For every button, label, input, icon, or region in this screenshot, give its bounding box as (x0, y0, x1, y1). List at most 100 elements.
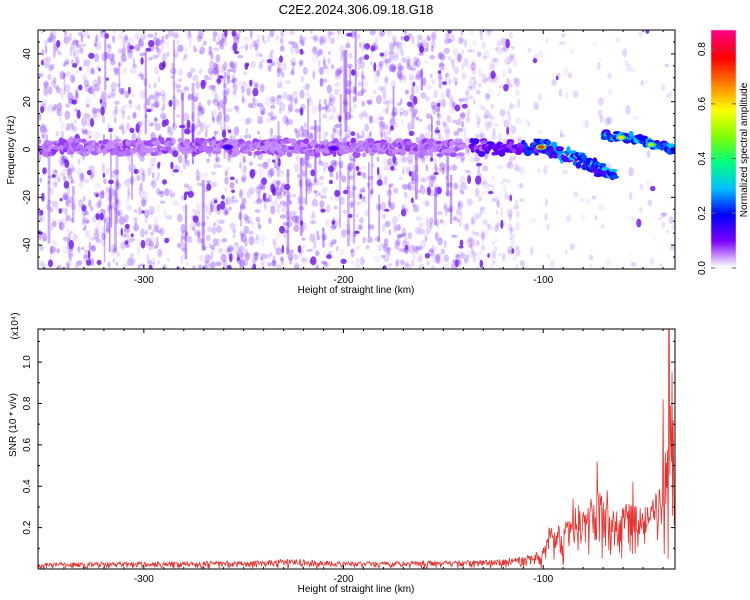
noise-blob (148, 83, 151, 89)
noise-blob (210, 98, 217, 104)
noise-blob (38, 209, 41, 214)
noise-blob (435, 219, 440, 228)
noise-blob (60, 130, 64, 140)
noise-blob (590, 175, 595, 179)
noise-blob (258, 166, 265, 175)
noise-blob (453, 182, 459, 190)
noise-blob (323, 167, 326, 172)
noise-blob (456, 258, 462, 266)
noise-blob (244, 134, 249, 139)
noise-blob (325, 104, 328, 114)
noise-blob (307, 93, 312, 103)
noise-blob (78, 199, 84, 207)
colorbar-band (711, 215, 736, 219)
noise-blob (157, 172, 160, 178)
noise-blob (295, 155, 300, 162)
noise-blob (110, 89, 116, 99)
noise-blob (473, 238, 479, 248)
noise-blob (76, 260, 83, 265)
noise-blob (469, 41, 472, 50)
noise-blob (262, 196, 267, 203)
colorbar-band (711, 236, 736, 240)
noise-blob (364, 54, 370, 60)
noise-blob (68, 32, 73, 42)
noise-blob (509, 232, 516, 238)
noise-blob (122, 129, 125, 135)
noise-blob (345, 101, 350, 107)
noise-blob (268, 217, 272, 225)
peak-point (330, 146, 337, 151)
noise-blob (75, 92, 79, 101)
noise-streak (191, 123, 195, 157)
noise-blob (347, 130, 352, 139)
noise-blob (91, 69, 96, 75)
noise-blob (170, 161, 174, 170)
noise-blob (459, 112, 466, 118)
noise-blob (389, 42, 395, 52)
noise-blob (272, 255, 276, 264)
noise-blob (490, 70, 496, 79)
noise-blob (221, 32, 228, 41)
noise-blob (84, 219, 90, 224)
colorbar-band (711, 56, 736, 60)
noise-blob (413, 56, 420, 64)
colorbar-band (711, 80, 736, 84)
noise-blob (344, 135, 351, 142)
noise-blob (538, 130, 542, 135)
noise-blob (392, 107, 396, 117)
noise-blob (366, 245, 370, 250)
noise-blob (413, 112, 417, 119)
noise-blob (330, 172, 334, 178)
noise-blob (463, 223, 469, 230)
noise-blob (470, 62, 477, 71)
noise-blob (42, 132, 48, 141)
noise-blob (463, 133, 467, 141)
noise-blob (407, 153, 413, 162)
noise-blob (75, 88, 79, 99)
noise-blob (599, 115, 604, 123)
noise-blob (545, 198, 548, 207)
noise-blob (507, 223, 513, 231)
noise-blob (349, 114, 354, 119)
noise-blob (233, 50, 240, 55)
noise-blob (52, 35, 57, 45)
noise-blob (415, 247, 420, 255)
noise-blob (85, 59, 91, 67)
noise-blob (127, 257, 134, 267)
noise-blob (64, 58, 70, 65)
noise-blob (41, 192, 45, 202)
noise-blob (421, 156, 426, 165)
noise-blob (401, 57, 407, 63)
noise-blob (229, 60, 234, 68)
noise-blob (108, 89, 111, 98)
noise-blob (43, 124, 48, 129)
noise-blob (238, 245, 245, 252)
noise-blob (148, 240, 154, 247)
noise-blob (215, 158, 220, 167)
noise-blob (298, 249, 304, 254)
noise-blob (277, 94, 283, 99)
noise-blob (425, 42, 429, 52)
noise-blob (48, 259, 53, 268)
noise-blob (287, 216, 294, 221)
noise-blob (457, 53, 462, 63)
noise-blob (197, 108, 203, 117)
noise-blob (436, 119, 441, 126)
colorbar-band (711, 220, 736, 224)
noise-blob (53, 77, 57, 85)
noise-blob (221, 102, 225, 110)
noise-blob (245, 42, 248, 52)
noise-blob (481, 243, 485, 252)
noise-blob (427, 186, 431, 196)
noise-blob (367, 100, 373, 105)
noise-blob (410, 67, 417, 71)
noise-blob (476, 116, 482, 125)
noise-blob (223, 114, 230, 123)
noise-blob (545, 38, 549, 43)
noise-blob (127, 240, 134, 244)
noise-blob (294, 215, 300, 224)
noise-blob (357, 81, 363, 87)
colorbar-band (711, 96, 736, 100)
noise-blob (52, 220, 57, 228)
colorbar-band (711, 138, 736, 142)
